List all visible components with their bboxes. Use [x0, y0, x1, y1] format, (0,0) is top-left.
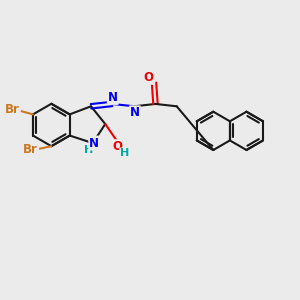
Text: O: O [112, 140, 122, 153]
Text: O: O [144, 71, 154, 84]
Text: N: N [108, 91, 118, 104]
Text: H: H [120, 148, 129, 158]
Text: N: N [89, 136, 99, 150]
Text: Br: Br [5, 103, 20, 116]
Text: Br: Br [23, 143, 38, 156]
Text: N: N [130, 106, 140, 119]
Text: H: H [84, 146, 93, 155]
